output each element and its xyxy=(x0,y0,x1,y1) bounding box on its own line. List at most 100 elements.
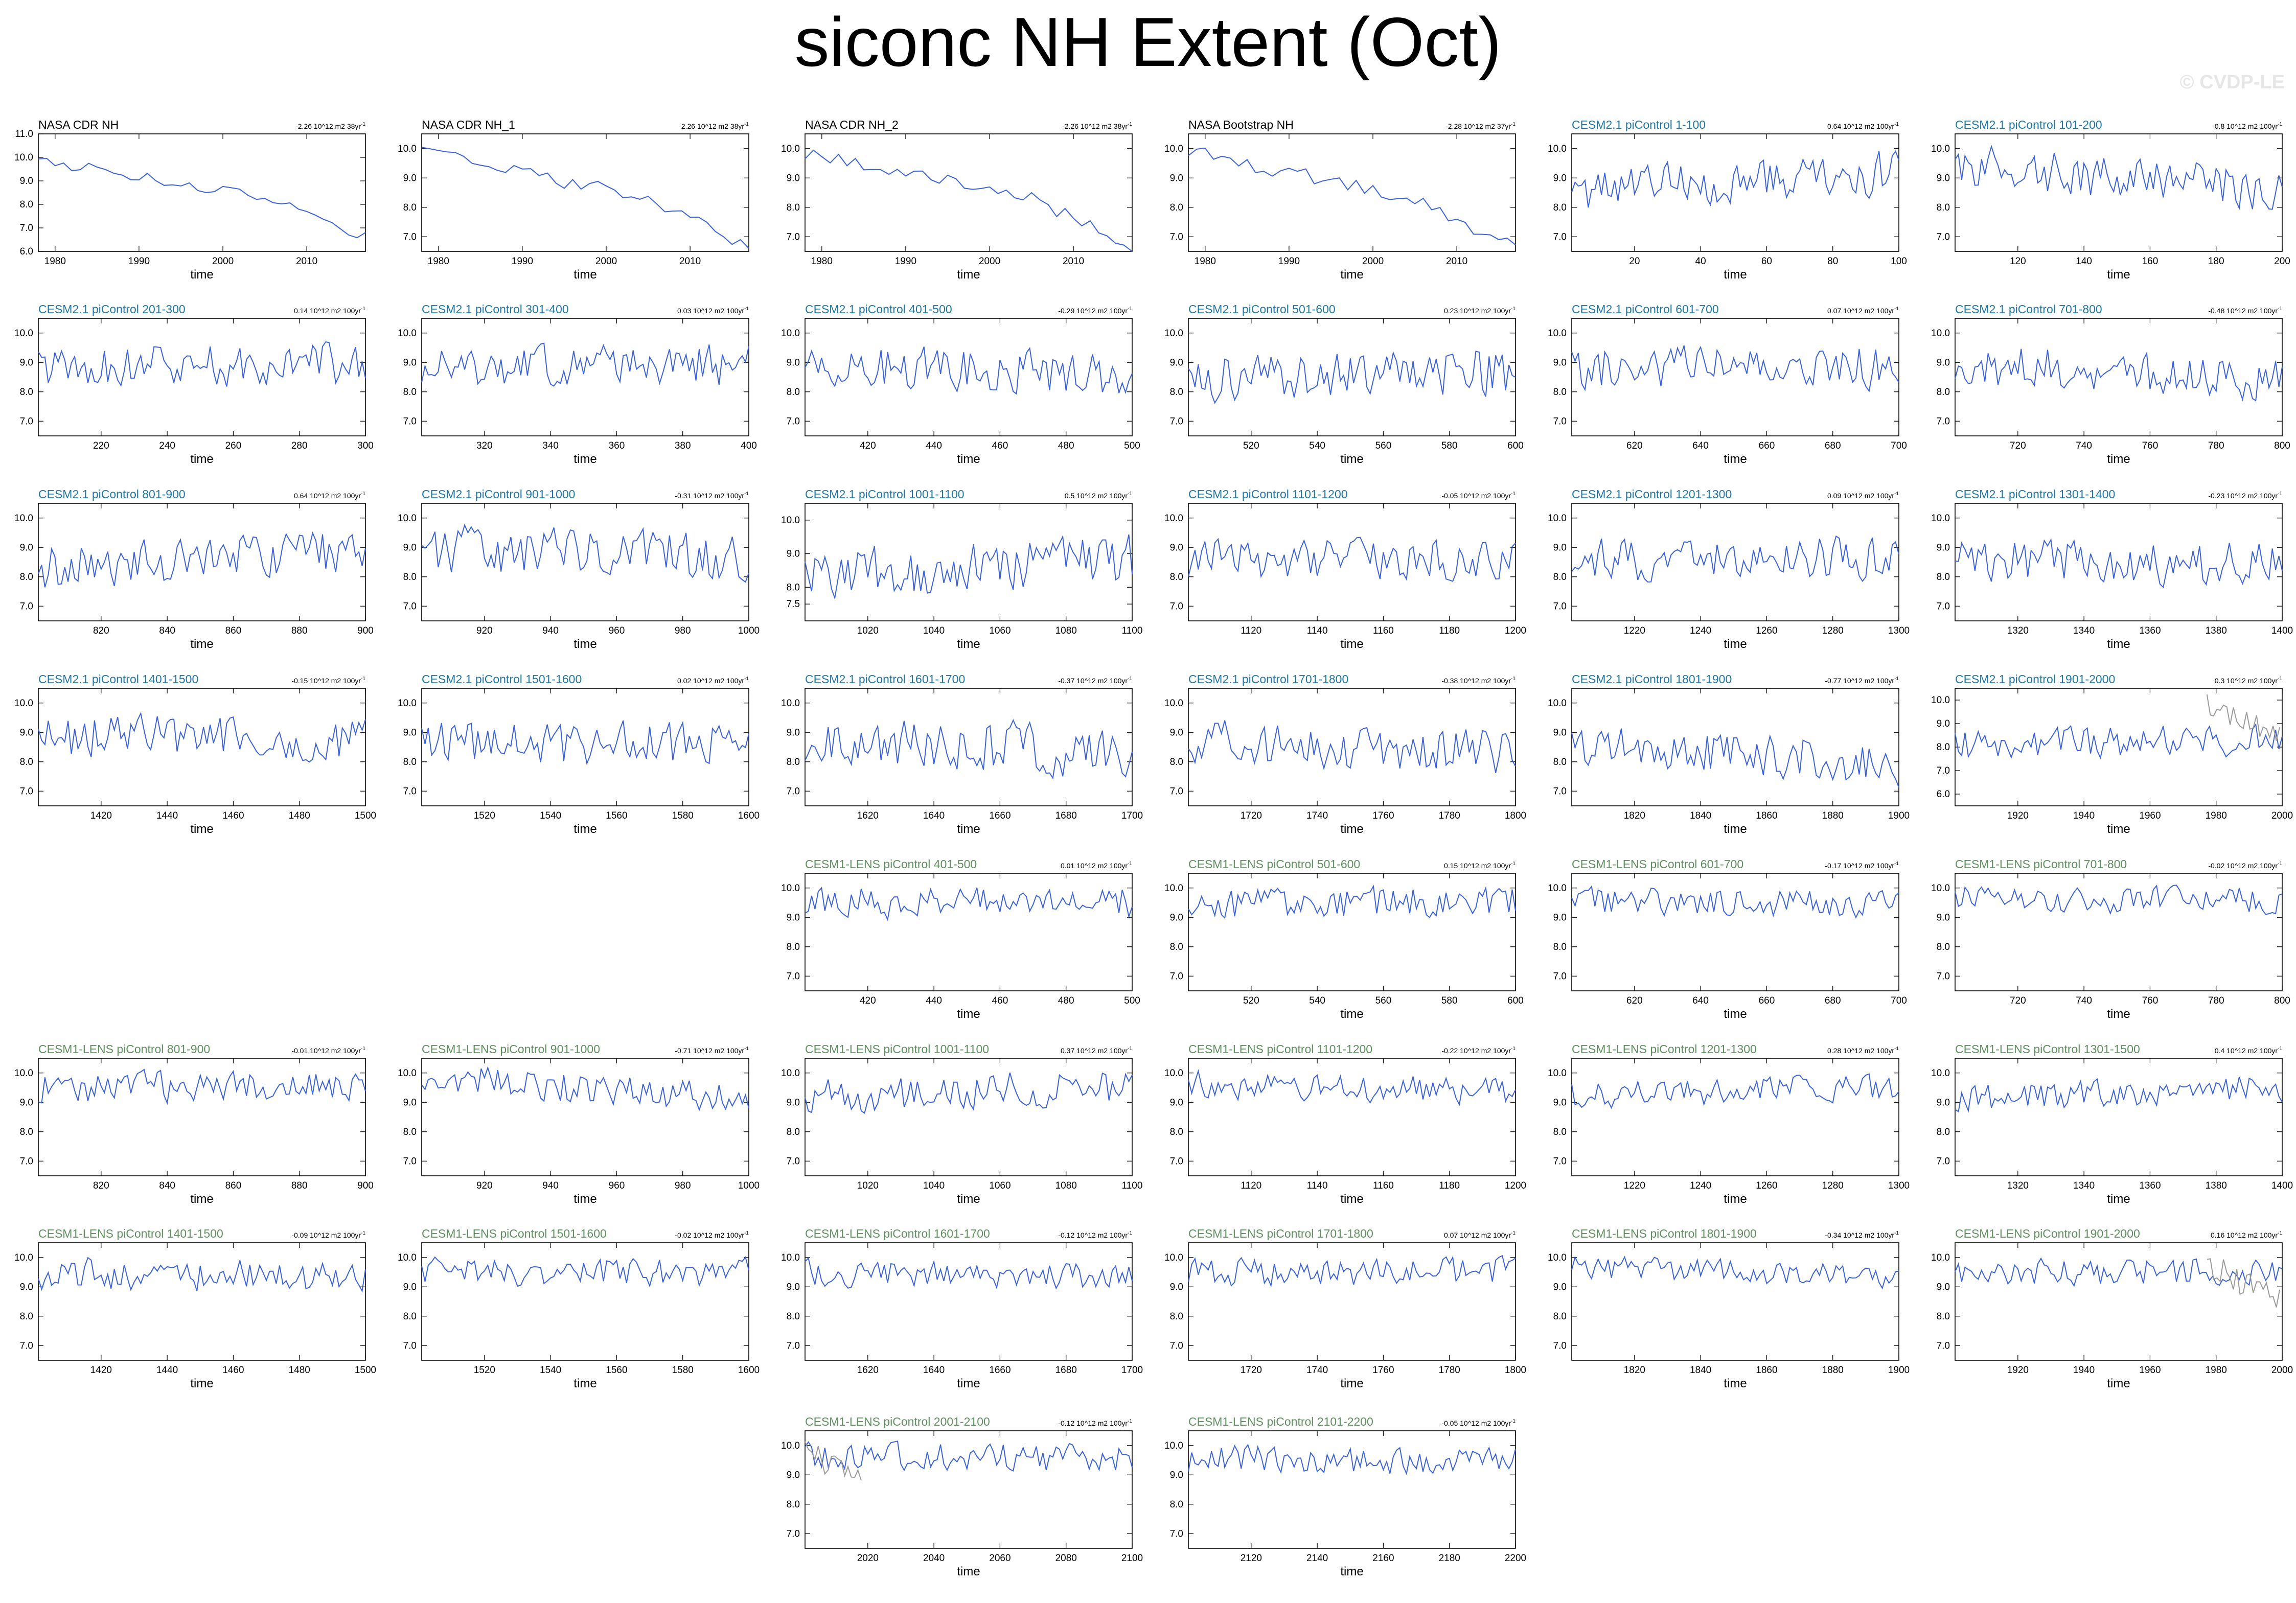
series-line xyxy=(805,346,1133,395)
x-tick-label: 1920 xyxy=(2007,810,2029,821)
y-tick-label: 8.0 xyxy=(787,202,800,213)
y-tick-label: 8.0 xyxy=(20,757,33,768)
y-tick-label: 7.0 xyxy=(1937,231,1950,242)
x-tick-label: 2010 xyxy=(679,256,701,267)
series-line xyxy=(1571,728,1899,788)
x-tick-label: 1720 xyxy=(1241,1365,1262,1376)
y-tick-label: 10.0 xyxy=(1548,883,1567,894)
plot-frame xyxy=(1571,318,1899,436)
series-line xyxy=(38,1257,366,1293)
panel-36: CESM1-LENS piControl 1601-1700 -0.12 10^1… xyxy=(781,1227,1143,1390)
y-tick-label: 8.0 xyxy=(403,387,417,398)
y-tick-label: 10.0 xyxy=(1931,695,1950,706)
x-axis-label: time xyxy=(1724,452,1747,466)
series-line xyxy=(38,531,366,588)
panel-22: CESM2.1 piControl 1801-1900 -0.77 10^12 m… xyxy=(1548,672,1910,836)
x-tick-label: 1680 xyxy=(1055,1365,1077,1376)
panel-19: CESM2.1 piControl 1501-1600 0.02 10^12 m2… xyxy=(398,672,760,836)
y-tick-label: 8.0 xyxy=(1937,1127,1950,1137)
y-tick-label: 9.0 xyxy=(787,1097,800,1108)
x-tick-label: 1820 xyxy=(1624,1365,1645,1376)
x-tick-label: 540 xyxy=(1309,440,1325,451)
x-tick-label: 1380 xyxy=(2206,625,2227,636)
y-tick-label: 10.0 xyxy=(398,1252,417,1263)
y-tick-label: 10.0 xyxy=(14,1068,33,1079)
plot-frame xyxy=(1188,1058,1516,1176)
x-tick-label: 1080 xyxy=(1055,625,1077,636)
x-tick-label: 1020 xyxy=(857,1180,879,1191)
y-tick-label: 10.0 xyxy=(14,1252,33,1263)
y-tick-label: 10.0 xyxy=(1548,513,1567,524)
panel-title: NASA CDR NH xyxy=(38,118,119,131)
x-axis-label: time xyxy=(1340,1377,1363,1390)
panel-title: CESM2.1 piControl 1301-1400 xyxy=(1955,487,2115,501)
x-tick-label: 660 xyxy=(1759,995,1775,1006)
y-tick-label: 8.0 xyxy=(20,387,33,398)
x-tick-label: 740 xyxy=(2076,440,2092,451)
y-tick-label: 8.0 xyxy=(1937,742,1950,753)
plot-frame xyxy=(805,1058,1133,1176)
x-tick-label: 940 xyxy=(542,625,559,636)
x-axis-label: time xyxy=(190,1192,213,1206)
x-tick-label: 820 xyxy=(93,625,109,636)
y-tick-label: 7.0 xyxy=(20,1156,33,1167)
x-axis-label: time xyxy=(2107,1007,2130,1021)
y-tick-label: 9.0 xyxy=(1553,357,1567,368)
x-tick-label: 640 xyxy=(1692,440,1709,451)
y-tick-label: 8.0 xyxy=(1553,757,1567,768)
panel-title: CESM1-LENS piControl 1301-1500 xyxy=(1955,1042,2140,1056)
page-title: siconc NH Extent (Oct) xyxy=(794,3,1502,81)
y-tick-label: 9.0 xyxy=(1937,542,1950,553)
y-tick-label: 10.0 xyxy=(398,513,417,524)
y-tick-label: 8.0 xyxy=(1170,757,1183,768)
x-tick-label: 500 xyxy=(1124,440,1140,451)
panel-6: CESM2.1 piControl 201-300 0.14 10^12 m2 1… xyxy=(14,303,374,466)
x-tick-label: 1990 xyxy=(1278,256,1300,267)
x-axis-label: time xyxy=(190,452,213,466)
y-tick-label: 8.0 xyxy=(1937,942,1950,952)
x-tick-label: 440 xyxy=(926,440,942,451)
x-axis-label: time xyxy=(1340,637,1363,651)
y-tick-label: 10.0 xyxy=(1548,1252,1567,1263)
plot-frame xyxy=(1188,318,1516,436)
x-tick-label: 1500 xyxy=(355,810,376,821)
y-tick-label: 8.0 xyxy=(20,199,33,210)
y-tick-label: 9.0 xyxy=(20,1282,33,1292)
series-line xyxy=(421,523,749,583)
x-tick-label: 1280 xyxy=(1822,1180,1844,1191)
series-line xyxy=(1571,150,1899,208)
x-tick-label: 880 xyxy=(291,1180,308,1191)
panel-38: CESM1-LENS piControl 1801-1900 -0.34 10^1… xyxy=(1548,1227,1910,1390)
y-tick-label: 10.0 xyxy=(781,883,800,894)
panel-10: CESM2.1 piControl 601-700 0.07 10^12 m2 1… xyxy=(1548,303,1907,466)
y-tick-label: 10.0 xyxy=(398,1068,417,1079)
panel-title: CESM2.1 piControl 101-200 xyxy=(1955,118,2102,131)
series-line xyxy=(1188,1444,1516,1476)
x-tick-label: 1420 xyxy=(90,1365,112,1376)
x-tick-label: 360 xyxy=(609,440,625,451)
y-tick-label: 9.0 xyxy=(20,542,33,553)
x-tick-label: 1600 xyxy=(738,810,760,821)
x-tick-label: 1980 xyxy=(428,256,449,267)
y-tick-label: 8.0 xyxy=(1170,1127,1183,1137)
series-line xyxy=(1188,147,1516,245)
panel-trend-label: -0.09 10^12 m2 100yr-1 xyxy=(291,1230,365,1239)
y-tick-label: 7.0 xyxy=(787,416,800,427)
y-tick-label: 10.0 xyxy=(398,698,417,709)
x-tick-label: 380 xyxy=(675,440,691,451)
plot-frame xyxy=(1188,1242,1516,1361)
panel-title: CESM1-LENS piControl 1701-1800 xyxy=(1188,1227,1373,1240)
y-tick-label: 10.0 xyxy=(1931,513,1950,524)
panel-title: CESM1-LENS piControl 501-600 xyxy=(1188,857,1360,871)
x-tick-label: 640 xyxy=(1692,995,1709,1006)
x-tick-label: 1900 xyxy=(1888,1365,1910,1376)
panel-trend-label: 0.14 10^12 m2 100yr-1 xyxy=(294,306,365,315)
panel-title: CESM2.1 piControl 1101-1200 xyxy=(1188,487,1348,501)
y-tick-label: 9.0 xyxy=(1553,542,1567,553)
x-tick-label: 940 xyxy=(542,1180,559,1191)
x-tick-label: 1740 xyxy=(1306,1365,1328,1376)
panel-trend-label: -2.26 10^12 m2 38yr-1 xyxy=(1062,122,1132,130)
panel-title: CESM1-LENS piControl 801-900 xyxy=(38,1042,210,1056)
x-tick-label: 1580 xyxy=(672,810,694,821)
series-line xyxy=(1571,535,1899,583)
